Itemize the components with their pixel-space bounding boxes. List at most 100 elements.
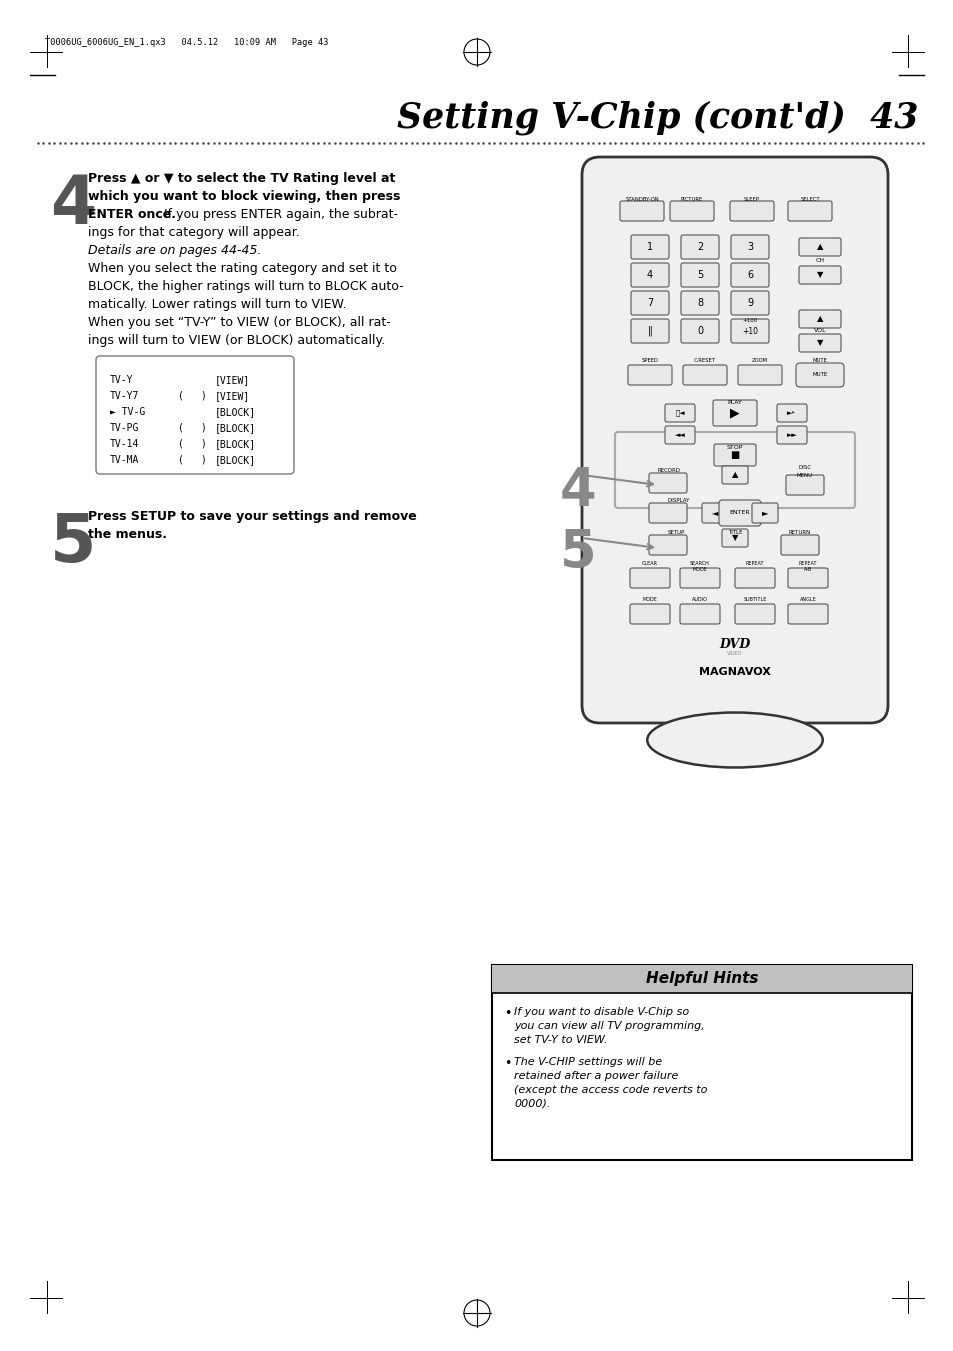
Text: •: • [503, 1056, 511, 1070]
Text: which you want to block viewing, then press: which you want to block viewing, then pr… [88, 190, 400, 203]
Text: If you want to disable V-Chip so: If you want to disable V-Chip so [514, 1006, 688, 1017]
FancyBboxPatch shape [730, 235, 768, 259]
FancyBboxPatch shape [730, 263, 768, 286]
Text: 4: 4 [646, 270, 653, 280]
FancyBboxPatch shape [799, 238, 841, 255]
Text: ZOOM: ZOOM [751, 358, 767, 363]
Text: SUBTITLE: SUBTITLE [742, 597, 766, 603]
FancyBboxPatch shape [719, 500, 760, 526]
Text: ⧖◄: ⧖◄ [675, 409, 684, 416]
Text: 5: 5 [559, 527, 596, 580]
FancyBboxPatch shape [729, 201, 773, 222]
Text: you can view all TV programming,: you can view all TV programming, [514, 1021, 704, 1031]
Text: ▼: ▼ [816, 270, 822, 280]
FancyBboxPatch shape [630, 290, 668, 315]
Text: ■: ■ [730, 450, 739, 459]
Text: TITLE: TITLE [727, 530, 741, 535]
Text: DVD: DVD [719, 638, 750, 651]
Text: TV-Y: TV-Y [110, 376, 133, 385]
FancyBboxPatch shape [787, 604, 827, 624]
Text: VOL: VOL [813, 328, 825, 334]
Text: (: ( [178, 390, 184, 401]
Text: 5: 5 [50, 509, 96, 576]
Text: the menus.: the menus. [88, 528, 167, 540]
Text: 5: 5 [696, 270, 702, 280]
Text: ▶: ▶ [729, 407, 739, 420]
Text: Details are on pages 44-45.: Details are on pages 44-45. [88, 245, 261, 257]
FancyBboxPatch shape [648, 535, 686, 555]
Text: retained after a power failure: retained after a power failure [514, 1071, 678, 1081]
Text: MENU: MENU [796, 473, 812, 478]
FancyBboxPatch shape [630, 319, 668, 343]
Text: MUTE: MUTE [812, 373, 827, 377]
Text: 6: 6 [746, 270, 752, 280]
FancyBboxPatch shape [581, 157, 887, 723]
FancyBboxPatch shape [630, 263, 668, 286]
Text: SELECT: SELECT [800, 197, 819, 203]
Text: [VIEW]: [VIEW] [214, 376, 250, 385]
Text: Setting V-Chip (cont'd)  43: Setting V-Chip (cont'd) 43 [396, 100, 917, 135]
FancyBboxPatch shape [648, 503, 686, 523]
FancyBboxPatch shape [630, 235, 668, 259]
Text: The V-CHIP settings will be: The V-CHIP settings will be [514, 1056, 661, 1067]
Text: 7: 7 [646, 299, 653, 308]
Text: Helpful Hints: Helpful Hints [645, 971, 758, 986]
FancyBboxPatch shape [680, 235, 719, 259]
FancyBboxPatch shape [682, 365, 726, 385]
Text: ings for that category will appear.: ings for that category will appear. [88, 226, 299, 239]
Text: [BLOCK]: [BLOCK] [214, 423, 255, 434]
Text: TV-MA: TV-MA [110, 455, 139, 465]
Text: ►: ► [760, 508, 767, 517]
FancyBboxPatch shape [787, 201, 831, 222]
Text: +100: +100 [741, 317, 757, 323]
Text: REPEAT
A-B: REPEAT A-B [798, 561, 817, 571]
FancyBboxPatch shape [648, 473, 686, 493]
Text: BLOCK, the higher ratings will turn to BLOCK auto-: BLOCK, the higher ratings will turn to B… [88, 280, 403, 293]
FancyBboxPatch shape [712, 400, 757, 426]
FancyBboxPatch shape [734, 604, 774, 624]
Text: ►►: ►► [786, 432, 797, 438]
Text: ): ) [200, 455, 206, 465]
FancyBboxPatch shape [799, 266, 841, 284]
Text: When you select the rating category and set it to: When you select the rating category and … [88, 262, 396, 276]
Text: DISPLAY: DISPLAY [667, 499, 690, 503]
Text: ‖: ‖ [647, 326, 652, 336]
Text: PLAY: PLAY [727, 400, 741, 405]
Text: ▲: ▲ [731, 470, 738, 480]
FancyBboxPatch shape [799, 334, 841, 353]
Text: 2: 2 [696, 242, 702, 253]
FancyBboxPatch shape [776, 426, 806, 444]
FancyBboxPatch shape [680, 263, 719, 286]
Text: SLEEP: SLEEP [743, 197, 760, 203]
Text: DISC: DISC [798, 465, 811, 470]
Text: ► TV-G: ► TV-G [110, 407, 145, 417]
FancyBboxPatch shape [787, 567, 827, 588]
Text: ings will turn to VIEW (or BLOCK) automatically.: ings will turn to VIEW (or BLOCK) automa… [88, 334, 385, 347]
Text: matically. Lower ratings will turn to VIEW.: matically. Lower ratings will turn to VI… [88, 299, 346, 311]
Text: When you set “TV-Y” to VIEW (or BLOCK), all rat-: When you set “TV-Y” to VIEW (or BLOCK), … [88, 316, 391, 330]
FancyBboxPatch shape [785, 476, 823, 494]
Text: MODE: MODE [642, 597, 657, 603]
Text: MAGNAVOX: MAGNAVOX [699, 667, 770, 677]
FancyBboxPatch shape [492, 965, 911, 993]
Text: ►‣: ►‣ [786, 409, 796, 416]
Text: [BLOCK]: [BLOCK] [214, 407, 255, 417]
Text: TV-Y7: TV-Y7 [110, 390, 139, 401]
Text: 1: 1 [646, 242, 653, 253]
FancyBboxPatch shape [669, 201, 713, 222]
FancyBboxPatch shape [701, 503, 727, 523]
FancyBboxPatch shape [730, 319, 768, 343]
Ellipse shape [646, 712, 821, 767]
FancyBboxPatch shape [679, 604, 720, 624]
FancyBboxPatch shape [664, 426, 695, 444]
Text: RECORD: RECORD [658, 467, 680, 473]
Text: ▲: ▲ [816, 242, 822, 251]
FancyBboxPatch shape [721, 466, 747, 484]
FancyBboxPatch shape [96, 357, 294, 474]
FancyBboxPatch shape [721, 530, 747, 547]
Text: 9: 9 [746, 299, 752, 308]
Text: ANGLE: ANGLE [799, 597, 816, 603]
Text: TV-PG: TV-PG [110, 423, 139, 434]
FancyBboxPatch shape [664, 404, 695, 422]
Text: 4: 4 [559, 465, 596, 517]
